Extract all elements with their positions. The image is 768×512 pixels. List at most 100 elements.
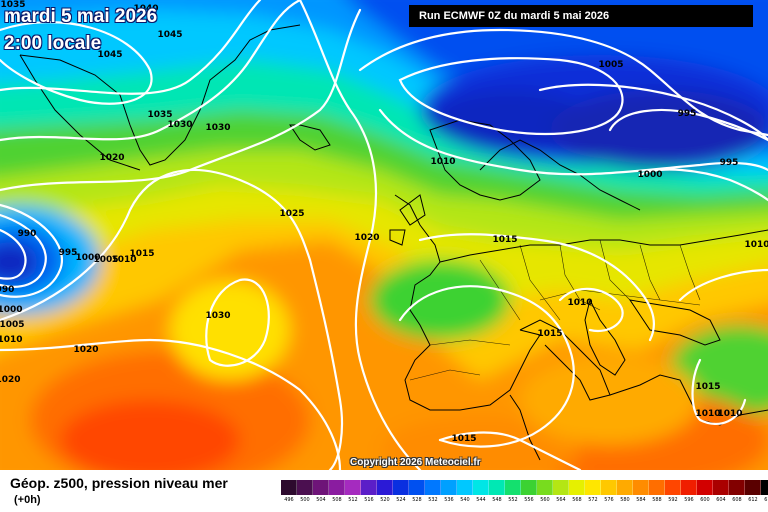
legend-item: 580: [617, 480, 633, 506]
legend-label: 536: [444, 497, 454, 503]
run-info: Run ECMWF 0Z du mardi 5 mai 2026: [409, 5, 753, 27]
legend-item: 576: [601, 480, 617, 506]
legend-swatch: [761, 480, 768, 495]
legend-item: 568: [569, 480, 585, 506]
isobar-label: 1010: [717, 409, 742, 419]
legend-swatch: [633, 480, 649, 495]
legend-label: 524: [396, 497, 406, 503]
copyright: Copyright 2026 Meteociel.fr: [350, 457, 481, 468]
map-time: 2:00 locale: [4, 33, 102, 54]
legend-item: 560: [537, 480, 553, 506]
color-scale: 496 500 504 508 512 516 520 524 528 532 536 540 544 5…: [281, 480, 768, 506]
isobar-label: 1000: [0, 305, 23, 315]
legend-swatch: [425, 480, 441, 495]
legend-swatch: [697, 480, 713, 495]
legend-swatch: [297, 480, 313, 495]
legend-label: 588: [652, 497, 662, 503]
legend-item: 504: [313, 480, 329, 506]
isobar-label: 995: [720, 158, 739, 168]
legend-swatch: [457, 480, 473, 495]
legend-swatch: [601, 480, 617, 495]
legend-item: 496: [281, 480, 297, 506]
legend-swatch: [505, 480, 521, 495]
isobar-label: 1015: [451, 434, 476, 444]
legend-swatch: [729, 480, 745, 495]
legend-item: 532: [425, 480, 441, 506]
map-date: mardi 5 mai 2026: [4, 6, 158, 27]
lead-time: (+0h): [14, 494, 41, 506]
legend-item: 528: [409, 480, 425, 506]
legend-label: 604: [716, 497, 726, 503]
legend-swatch: [281, 480, 297, 495]
isobar-label: 1010: [430, 157, 455, 167]
isobar-label: 995: [59, 248, 78, 258]
legend-label: 504: [316, 497, 326, 503]
legend-label: 540: [460, 497, 470, 503]
geopotential-field: [0, 0, 768, 470]
legend-swatch: [489, 480, 505, 495]
legend-item: 564: [553, 480, 569, 506]
legend-swatch: [521, 480, 537, 495]
legend-label: 548: [492, 497, 502, 503]
legend-swatch: [345, 480, 361, 495]
legend-swatch: [409, 480, 425, 495]
legend-item: 584: [633, 480, 649, 506]
isobar-label: 1025: [279, 209, 304, 219]
legend-item: 548: [489, 480, 505, 506]
legend-swatch: [393, 480, 409, 495]
legend-label: 608: [732, 497, 742, 503]
isobar-label: 1000: [75, 253, 100, 263]
legend-item: 516: [361, 480, 377, 506]
isobar-label: 1020: [99, 153, 124, 163]
legend-swatch: [313, 480, 329, 495]
legend-label: 596: [684, 497, 694, 503]
legend-swatch: [713, 480, 729, 495]
legend-label: 512: [348, 497, 358, 503]
legend-swatch: [441, 480, 457, 495]
isobar-label: 1010: [695, 409, 720, 419]
isobar-label: 1020: [73, 345, 98, 355]
legend-item: 612: [745, 480, 761, 506]
isobar-label: 1030: [167, 120, 192, 130]
isobar-label: 1010: [0, 335, 23, 345]
legend-item: 508: [329, 480, 345, 506]
legend-label: 616: [764, 497, 768, 503]
isobar-label: 1010: [744, 240, 768, 250]
legend-item: 556: [521, 480, 537, 506]
legend-label: 532: [428, 497, 438, 503]
isobar-label: 990: [18, 229, 37, 239]
legend-swatch: [617, 480, 633, 495]
legend-item: 520: [377, 480, 393, 506]
legend-bar: Géop. z500, pression niveau mer (+0h) 49…: [0, 470, 768, 512]
legend-label: 552: [508, 497, 518, 503]
isobar-label: 1000: [637, 170, 662, 180]
legend-item: 524: [393, 480, 409, 506]
isobar-label: 995: [678, 109, 697, 119]
legend-item: 572: [585, 480, 601, 506]
legend-item: 608: [729, 480, 745, 506]
legend-swatch: [745, 480, 761, 495]
isobar-label: 1030: [205, 311, 230, 321]
legend-item: 596: [681, 480, 697, 506]
legend-item: 592: [665, 480, 681, 506]
isobar-label: 1035: [147, 110, 172, 120]
isobar-label: 1035: [0, 0, 25, 10]
isobar-label: 1045: [97, 50, 122, 60]
legend-swatch: [329, 480, 345, 495]
legend-item: 500: [297, 480, 313, 506]
legend-item: 544: [473, 480, 489, 506]
legend-label: 568: [572, 497, 582, 503]
legend-label: 576: [604, 497, 614, 503]
isobar-label: 1005: [598, 60, 623, 70]
map-canvas: 1035 1040 1045 1045 1035 1030 1030 1020 …: [0, 0, 768, 470]
legend-label: 516: [364, 497, 374, 503]
isobar-label: 1040: [133, 4, 158, 14]
isobar-labels: 1035 1040 1045 1045 1035 1030 1030 1020 …: [0, 0, 768, 444]
legend-label: 612: [748, 497, 758, 503]
isobar-label: 1020: [354, 233, 379, 243]
isobar-label: 1015: [695, 382, 720, 392]
isobar-label: 1010: [567, 298, 592, 308]
legend-swatch: [553, 480, 569, 495]
legend-swatch: [537, 480, 553, 495]
legend-label: 600: [700, 497, 710, 503]
